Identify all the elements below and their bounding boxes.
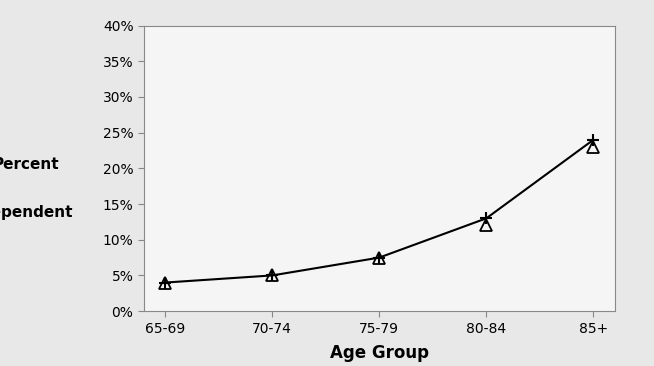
Text: Percent: Percent: [0, 157, 60, 172]
X-axis label: Age Group: Age Group: [330, 344, 429, 362]
Text: Dependent: Dependent: [0, 205, 73, 220]
